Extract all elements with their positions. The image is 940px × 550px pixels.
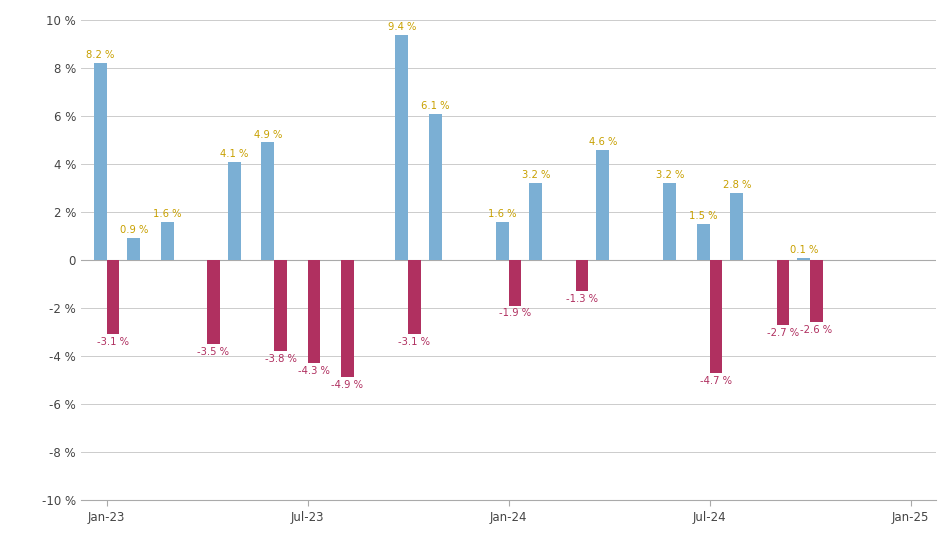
Bar [207, 260, 220, 344]
Text: -1.3 %: -1.3 % [566, 294, 598, 304]
Bar [810, 260, 822, 322]
Bar [261, 142, 274, 260]
Bar [730, 193, 744, 260]
Bar [106, 260, 119, 334]
Text: 4.9 %: 4.9 % [254, 130, 282, 140]
Text: 1.6 %: 1.6 % [488, 208, 516, 219]
Bar [776, 260, 790, 324]
Text: 1.6 %: 1.6 % [153, 208, 181, 219]
Bar [710, 260, 723, 373]
Text: 8.2 %: 8.2 % [86, 51, 115, 60]
Text: 0.9 %: 0.9 % [119, 226, 148, 235]
Bar [227, 162, 241, 260]
Text: 1.5 %: 1.5 % [689, 211, 717, 221]
Bar [396, 35, 408, 260]
Text: -3.8 %: -3.8 % [264, 354, 296, 364]
Bar [274, 260, 287, 351]
Text: -1.9 %: -1.9 % [499, 309, 531, 318]
Bar [161, 222, 174, 260]
Bar [529, 183, 542, 260]
Text: 6.1 %: 6.1 % [421, 101, 449, 111]
Text: 0.1 %: 0.1 % [790, 245, 818, 255]
Text: 3.2 %: 3.2 % [655, 170, 684, 180]
Text: -3.5 %: -3.5 % [197, 346, 229, 357]
Bar [307, 260, 321, 363]
Text: 4.6 %: 4.6 % [588, 137, 617, 147]
Bar [127, 238, 140, 260]
Bar [596, 150, 609, 260]
Text: 4.1 %: 4.1 % [220, 148, 248, 159]
Bar [575, 260, 588, 291]
Text: -4.7 %: -4.7 % [700, 376, 732, 386]
Text: -4.3 %: -4.3 % [298, 366, 330, 376]
Bar [509, 260, 522, 305]
Bar [496, 222, 509, 260]
Text: 2.8 %: 2.8 % [723, 180, 751, 190]
Text: -2.6 %: -2.6 % [801, 325, 833, 335]
Text: -3.1 %: -3.1 % [97, 337, 129, 347]
Text: -4.9 %: -4.9 % [332, 380, 364, 390]
Bar [408, 260, 421, 334]
Text: -3.1 %: -3.1 % [399, 337, 431, 347]
Text: 3.2 %: 3.2 % [522, 170, 550, 180]
Text: 9.4 %: 9.4 % [387, 21, 415, 32]
Bar [664, 183, 676, 260]
Bar [341, 260, 353, 377]
Bar [94, 63, 106, 260]
Text: -2.7 %: -2.7 % [767, 328, 799, 338]
Bar [429, 114, 442, 260]
Bar [797, 257, 810, 260]
Bar [697, 224, 710, 260]
